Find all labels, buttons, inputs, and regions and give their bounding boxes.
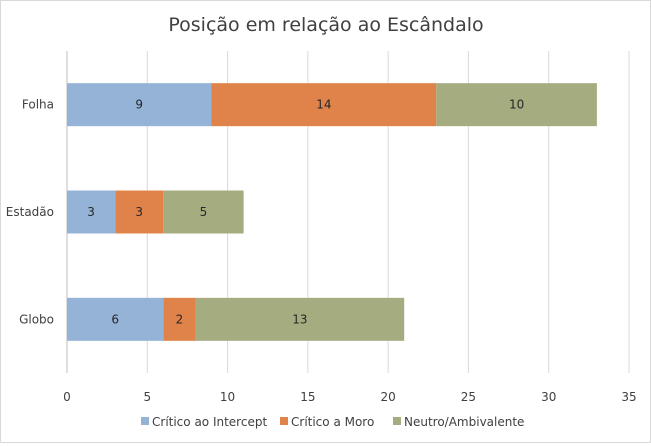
legend-swatch (393, 417, 401, 425)
data-label: 14 (316, 98, 331, 112)
x-tick-label: 5 (143, 390, 151, 404)
x-tick-label: 15 (300, 390, 315, 404)
x-tick-label: 0 (63, 390, 71, 404)
x-tick-label: 30 (541, 390, 556, 404)
legend-swatch (280, 417, 288, 425)
bars: 9 14 10 3 3 5 6 2 13 (67, 83, 597, 341)
x-tick-label: 25 (461, 390, 476, 404)
x-tick-label: 10 (220, 390, 235, 404)
legend-swatch (141, 417, 149, 425)
data-label: 5 (200, 205, 208, 219)
bar-segment (67, 190, 116, 234)
y-axis-categories: Folha Estadão Globo (6, 98, 54, 327)
x-tick-label: 35 (621, 390, 636, 404)
legend-label: Crítico a Moro (291, 415, 374, 429)
bar-segment (436, 83, 597, 127)
legend: Crítico ao Intercept Crítico a Moro Neutro… (141, 415, 524, 429)
bar-segment (195, 297, 405, 341)
data-label: 10 (509, 98, 524, 112)
data-label: 3 (87, 205, 95, 219)
data-label: 3 (135, 205, 143, 219)
data-label: 13 (292, 312, 307, 326)
x-axis-ticks: 0 5 10 15 20 25 30 35 (63, 390, 636, 404)
category-label: Folha (22, 98, 54, 112)
category-label: Globo (19, 312, 54, 326)
category-label: Estadão (6, 205, 54, 219)
legend-label: Neutro/Ambivalente (404, 415, 524, 429)
bar-segment (163, 297, 196, 341)
data-label: 6 (111, 312, 119, 326)
bar-segment (67, 297, 164, 341)
bar-segment (67, 83, 212, 127)
data-label: 9 (135, 98, 143, 112)
bar-segment (163, 190, 244, 234)
bar-segment (115, 190, 164, 234)
chart-title: Posição em relação ao Escândalo (168, 14, 483, 36)
data-label: 2 (176, 312, 184, 326)
x-tick-label: 20 (381, 390, 396, 404)
bar-segment (211, 83, 437, 127)
legend-label: Crítico ao Intercept (152, 415, 267, 429)
